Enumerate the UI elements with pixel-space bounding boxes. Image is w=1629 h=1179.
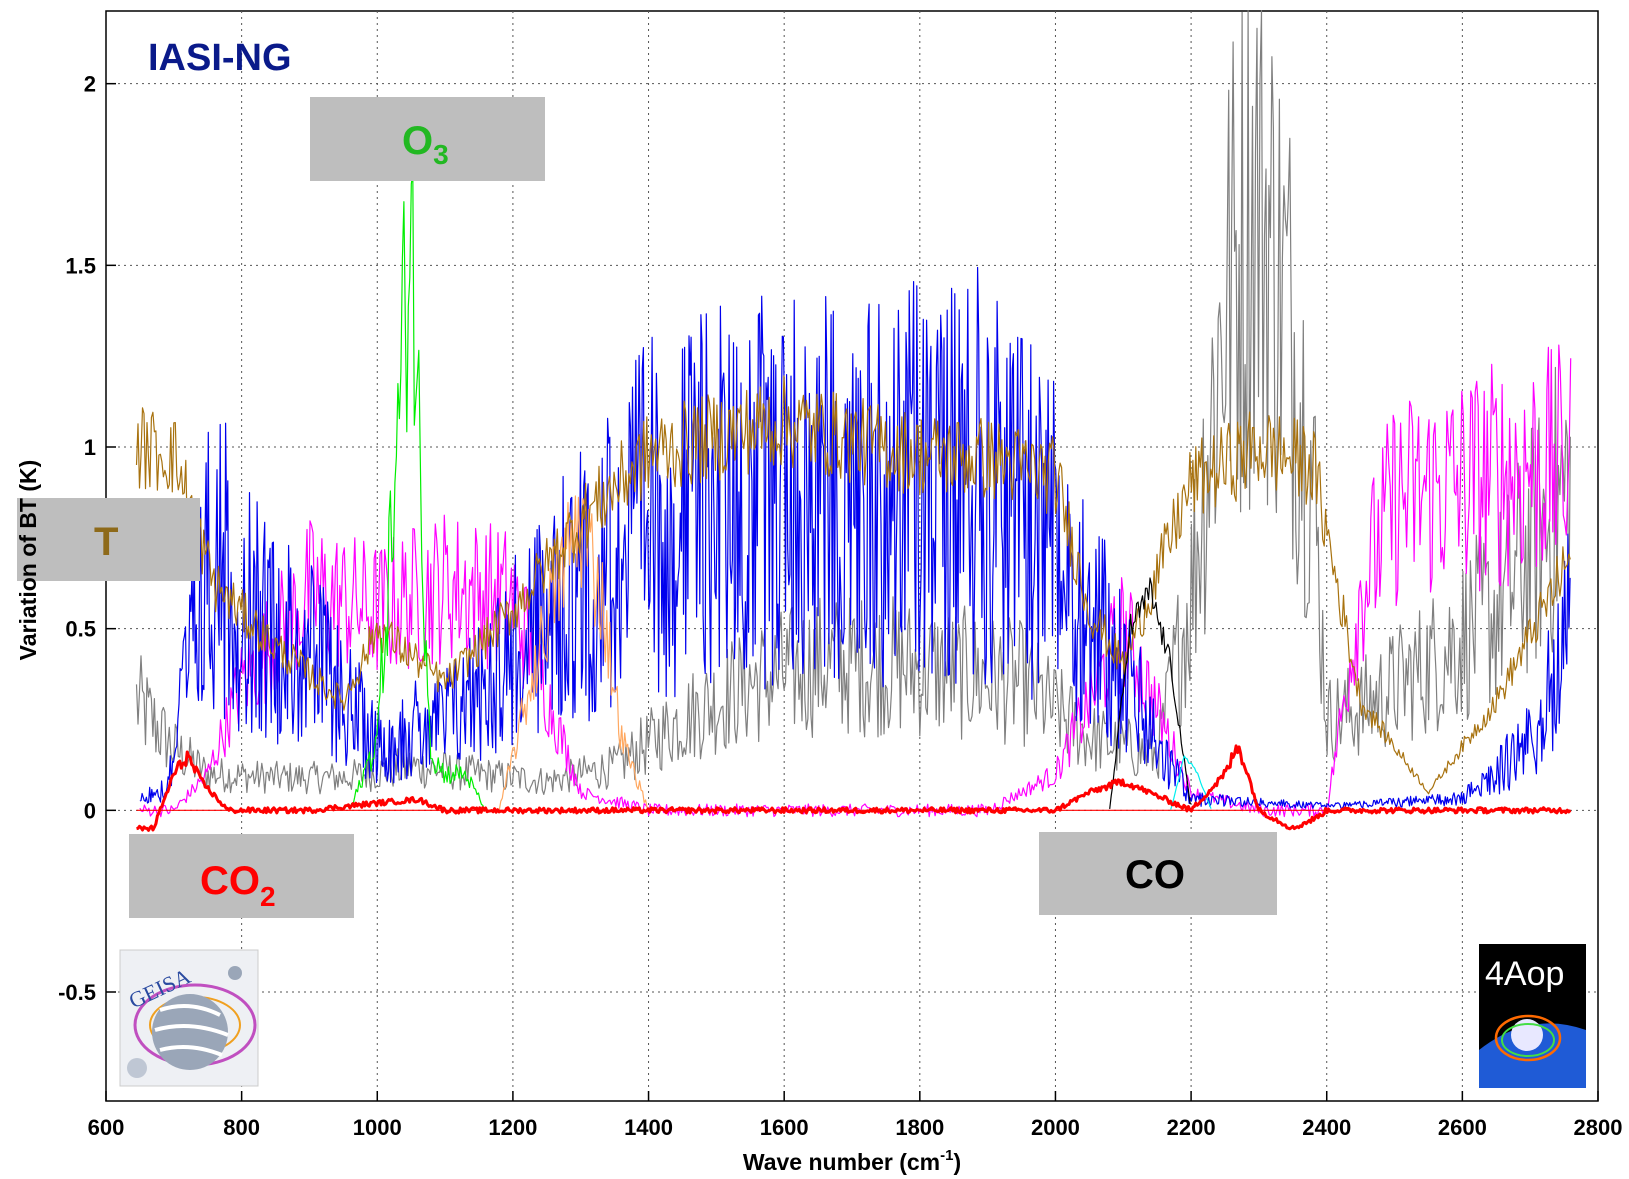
x-tick-label: 1400 — [624, 1115, 673, 1140]
series-line-4 — [349, 171, 485, 812]
y-tick-label: 2 — [84, 72, 96, 97]
x-tick-label: 1600 — [760, 1115, 809, 1140]
series-line-2 — [139, 344, 1572, 818]
axis-ticks: 600 800 1000 1200 1400 1600 1800 2000 2200 2400 26… — [58, 72, 1622, 1140]
geisa-logo: GEISA — [119, 949, 259, 1087]
annotation-t: T — [17, 498, 200, 581]
series-line-7 — [1109, 577, 1191, 809]
annotation-t-label: T — [94, 520, 118, 564]
svg-text:CO2: CO2 — [200, 859, 276, 912]
annotation-o3-sub: 3 — [433, 139, 449, 170]
y-axis-title: Variation of BT (K) — [15, 460, 41, 661]
series-line-3 — [135, 10, 1571, 795]
series-line-1 — [139, 266, 1571, 810]
x-tick-label: 800 — [223, 1115, 260, 1140]
x-tick-label: 1800 — [895, 1115, 944, 1140]
annotation-co2: CO2 — [129, 834, 354, 918]
x-tick-label: 1200 — [488, 1115, 537, 1140]
x-tick-label: 600 — [88, 1115, 125, 1140]
x-tick-label: 2000 — [1031, 1115, 1080, 1140]
y-tick-label: 0 — [84, 798, 96, 823]
x-tick-label: 2800 — [1574, 1115, 1623, 1140]
x-tick-label: 2200 — [1167, 1115, 1216, 1140]
annotation-co-label: CO — [1125, 853, 1185, 897]
annotation-co2-sub: 2 — [260, 881, 276, 912]
x-tick-label: 2600 — [1438, 1115, 1487, 1140]
chart-title: IASI-NG — [148, 37, 292, 79]
y-tick-label: -0.5 — [58, 980, 96, 1005]
y-tick-label: 0.5 — [65, 617, 96, 642]
annotation-co: CO — [1039, 832, 1277, 915]
annotation-o3-label: O — [402, 119, 433, 163]
x-axis-title: Wave number (cm-1) — [743, 1147, 961, 1175]
annotation-co2-label: CO — [200, 859, 260, 903]
x-tick-label: 1000 — [353, 1115, 402, 1140]
svg-text:O3: O3 — [402, 119, 449, 170]
4aop-logo-text: 4Aop — [1485, 955, 1564, 993]
4aop-logo: 4Aop — [1479, 944, 1586, 1088]
series-line-0 — [135, 375, 1571, 795]
series-line-8 — [1170, 755, 1212, 810]
series-layer — [135, 10, 1572, 832]
y-tick-label: 1 — [84, 435, 96, 460]
annotation-o3: O3 — [310, 97, 545, 181]
y-tick-label: 1.5 — [65, 253, 96, 278]
x-tick-label: 2400 — [1302, 1115, 1351, 1140]
